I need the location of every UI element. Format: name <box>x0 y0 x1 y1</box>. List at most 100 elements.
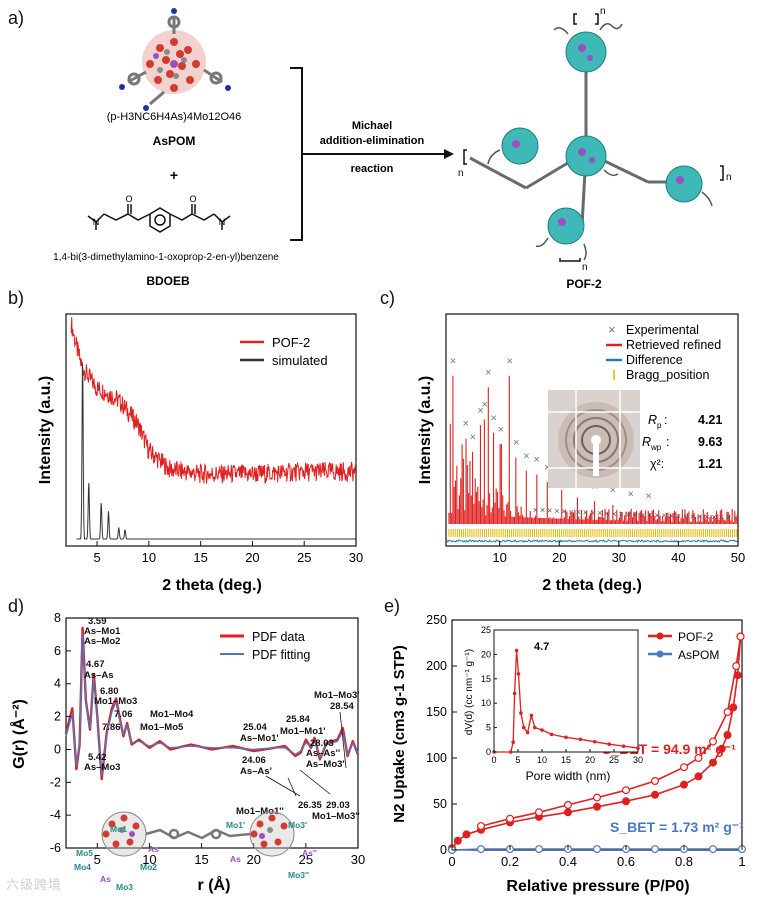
ann-mo1-mo3pp: Mo1–Mo3'' <box>312 811 360 822</box>
series-e-point <box>476 845 485 854</box>
ann-26.35: 26.35 <box>298 800 322 811</box>
chart-c-xtick-label: 30 <box>612 550 626 565</box>
n-label-top: n <box>600 6 606 17</box>
ann-as-mo3: As–Mo3 <box>84 762 120 773</box>
experimental-point: × <box>669 511 674 521</box>
legend-c-refined: Retrieved refined <box>626 338 721 352</box>
experimental-point: × <box>583 508 588 518</box>
experimental-point: × <box>726 512 731 522</box>
chart-c-frame <box>445 313 739 547</box>
experimental-point: × <box>626 509 631 519</box>
experimental-point: × <box>640 510 645 520</box>
chart-e-xtick-label: 1 <box>738 854 745 869</box>
ann-28.54: 28.54 <box>330 701 354 712</box>
legend-e-aspom: AsPOM <box>678 648 719 662</box>
experimental-point: × <box>610 485 616 497</box>
series-e-point <box>717 744 726 753</box>
chart-c-xlabel: 2 theta (deg.) <box>542 577 642 594</box>
series-e-point <box>729 703 738 712</box>
inset-xtick-label: 25 <box>609 755 619 765</box>
experimental-point: × <box>533 505 538 515</box>
plus-sign: + <box>170 167 178 183</box>
legend-d-fit: PDF fitting <box>252 648 310 662</box>
atom-mo4: Mo4 <box>74 862 91 872</box>
inset-ytick-label: 5 <box>486 723 491 733</box>
series-e-point <box>453 836 462 845</box>
experimental-point: × <box>683 511 688 521</box>
ann-25.04: 25.04 <box>243 722 267 733</box>
chart-e-ytick-label: 0 <box>440 843 447 857</box>
series-e-point <box>593 802 602 811</box>
experimental-point: × <box>498 424 504 436</box>
chart-d-ylabel: G(r) (Å⁻²) <box>9 699 28 769</box>
chart-d-xtick-label: 20 <box>246 852 260 867</box>
experimental-point: × <box>597 508 602 518</box>
series-e-point <box>564 808 573 817</box>
series-e-point <box>723 707 732 716</box>
ann-as-asp: As–As' <box>240 766 272 777</box>
series-e-point <box>564 800 573 809</box>
chart-b: 5 10 15 20 25 30 POF-2 simulated 2 theta (deg… <box>37 313 363 594</box>
series-e-point <box>535 808 544 817</box>
series-e-point <box>622 797 631 806</box>
ann-6.80: 6.80 <box>100 686 119 697</box>
inset-ytick-label: 0 <box>486 747 491 757</box>
inset-point <box>578 737 583 742</box>
series-e-point <box>694 772 703 781</box>
series-e-point <box>535 845 544 854</box>
chart-e-ytick-label: 150 <box>426 705 447 719</box>
diffraction-ring-inset <box>548 390 640 488</box>
chart-d-ytick-label: 0 <box>54 742 61 756</box>
series-d-pdf-fitting <box>65 633 359 777</box>
inset-xlabel: Pore width (nm) <box>526 769 611 783</box>
experimental-point: × <box>477 405 483 417</box>
chart-d-xlabel: r (Å) <box>198 875 231 894</box>
chart-e-xtick-label: 0 <box>448 854 455 869</box>
atom-mo5: Mo5 <box>76 848 93 858</box>
ann-25.84: 25.84 <box>286 714 310 725</box>
inset-point <box>509 750 513 754</box>
svg-text::: : <box>664 413 667 427</box>
experimental-point: × <box>712 512 717 522</box>
chart-b-xtick-label: 5 <box>93 550 100 565</box>
experimental-point: × <box>547 506 552 516</box>
experimental-point: × <box>654 510 659 520</box>
chart-e-xtick-label: 0.2 <box>501 854 519 869</box>
experimental-point: × <box>569 507 574 517</box>
ann-as-mo1p: As–Mo1' <box>240 733 279 744</box>
ann-as-aspp: As–As'' <box>306 748 340 759</box>
stat-chi-label: χ²: <box>650 457 664 471</box>
legend-b-simulated: simulated <box>272 353 328 368</box>
difference-line <box>445 539 739 543</box>
bdoeb-structure-icon <box>87 204 231 233</box>
ann-mo1-mo4: Mo1–Mo4 <box>150 709 194 720</box>
series-e-point <box>476 822 485 831</box>
chart-e-ytick-label: 100 <box>426 751 447 765</box>
pore-width-inset: 0 5 10 15 20 25 30 0 5 10 15 20 25 4.7 Pore width (n… <box>464 625 643 783</box>
chart-b-xtick-label: 30 <box>349 550 363 565</box>
chart-b-xtick-label: 10 <box>142 550 156 565</box>
series-e-point <box>651 845 660 854</box>
panel-e-label: e) <box>384 596 401 616</box>
inset-point <box>514 648 519 653</box>
experimental-point: × <box>697 512 702 522</box>
stat-chi-value: 1.21 <box>698 457 722 471</box>
dimer-molecule-icon <box>101 811 295 857</box>
ann-mo1-mo3p: Mo1–Mo3' <box>314 690 360 701</box>
panel-a-label: a) <box>8 8 25 28</box>
ann-4.67: 4.67 <box>86 659 105 670</box>
inset-point <box>607 742 611 746</box>
legend-c-exp-marker: × <box>608 322 616 337</box>
chart-d: 5 10 15 20 25 30 -6 -4 -2 0 2 4 6 8 PDF data PDF fitt… <box>9 611 365 894</box>
chart-d-ytick-label: 4 <box>54 677 61 691</box>
series-e-point <box>709 845 718 854</box>
reaction-line3: reaction <box>351 163 394 175</box>
experimental-point: × <box>540 505 545 515</box>
experimental-point: × <box>554 506 559 516</box>
inset-ytick-label: 20 <box>481 649 491 659</box>
ann-as-mo3p: As–Mo3' <box>306 759 345 770</box>
scheme-panel: (p-H3NC6H4As)4Mo12O46 AsPOM + O O N N 1,… <box>53 6 731 290</box>
experimental-point: × <box>485 367 491 379</box>
series-e-point <box>593 793 602 802</box>
inset-point <box>525 730 530 735</box>
